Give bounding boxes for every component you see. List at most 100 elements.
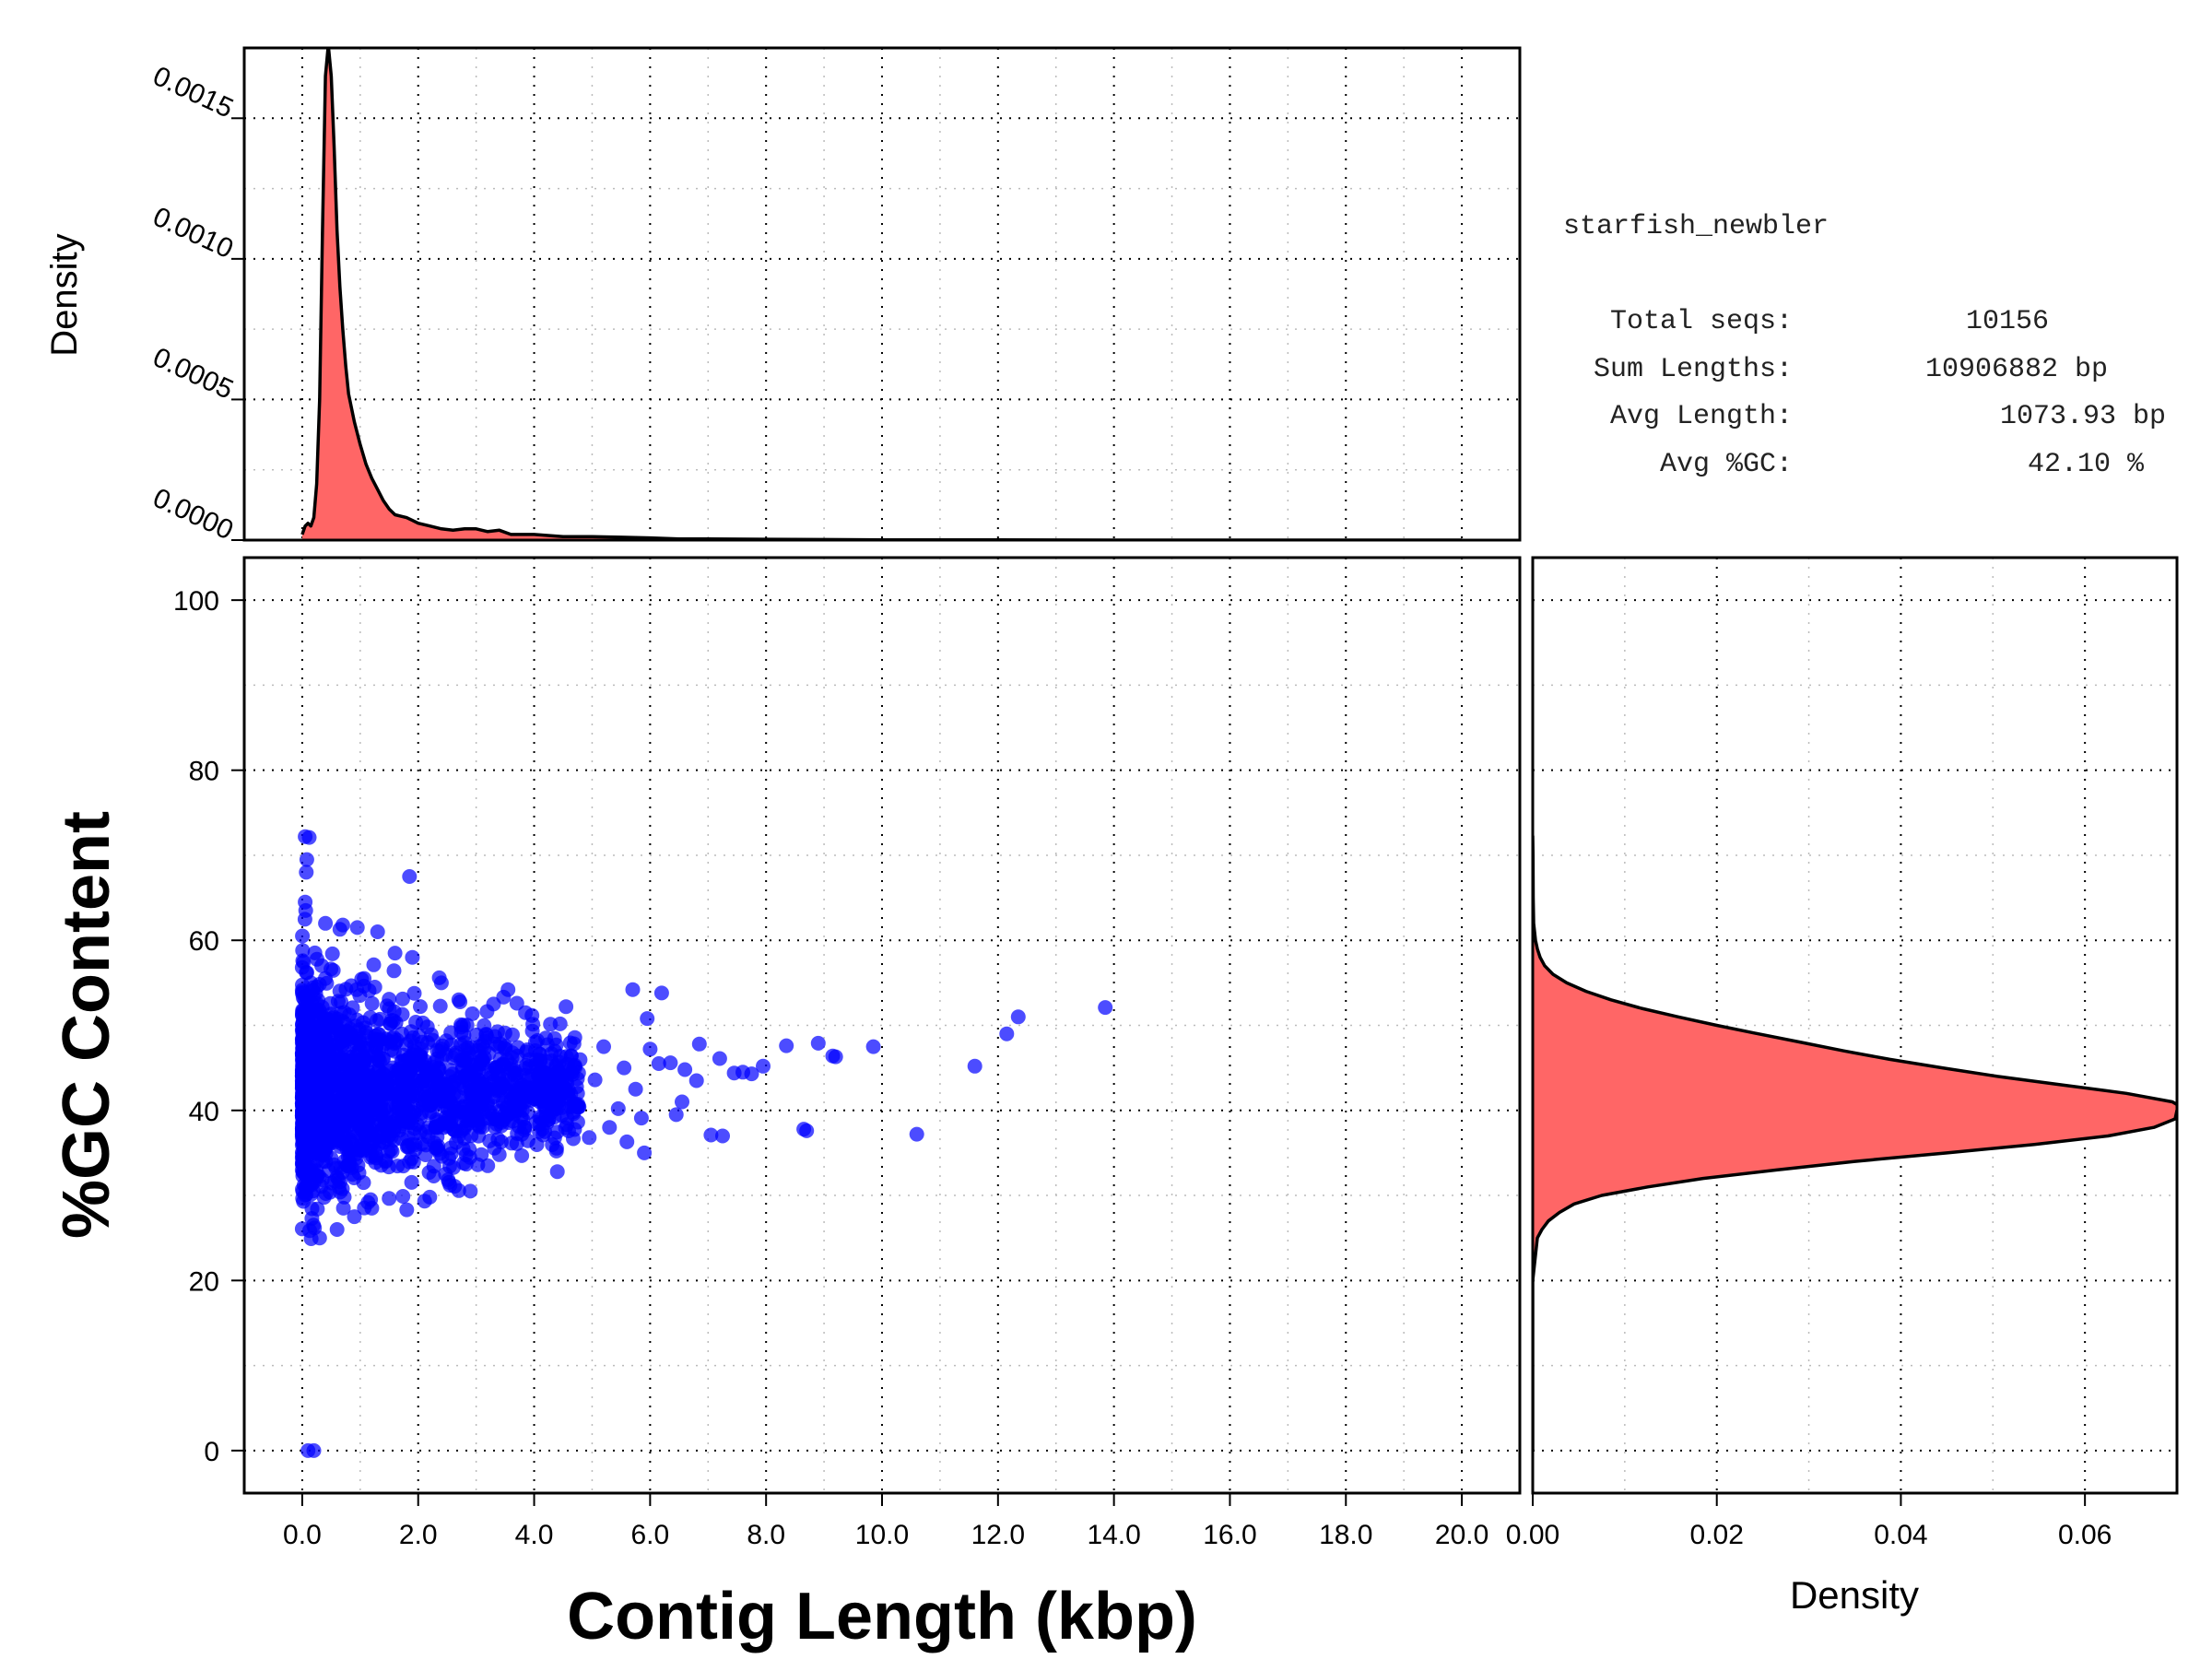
scatter-point	[319, 1053, 335, 1069]
scatter-point	[333, 1174, 347, 1190]
scatter-point	[668, 1107, 684, 1123]
scatter-point	[642, 1041, 658, 1057]
scatter-point	[359, 1074, 375, 1089]
scatter-point	[349, 1097, 364, 1112]
scatter-point	[527, 1077, 543, 1093]
top-y-tick-label: 0.0000	[148, 483, 238, 547]
y-tick-label: 60	[189, 926, 219, 957]
scatter-point	[715, 1128, 730, 1144]
length-density-fill	[301, 48, 1463, 540]
scatter-point	[451, 992, 466, 1007]
scatter-point	[505, 1027, 520, 1042]
scatter-point	[474, 1101, 489, 1117]
x-tick-label: 18.0	[1319, 1520, 1372, 1550]
gc-density-fill	[1533, 835, 2177, 1451]
scatter-point	[301, 1060, 317, 1076]
scatter-point	[653, 985, 669, 1001]
scatter-point	[413, 999, 428, 1015]
scatter-point	[335, 917, 350, 933]
scatter-point	[432, 998, 448, 1014]
scatter-point	[406, 1154, 421, 1170]
scatter-point	[319, 975, 335, 991]
scatter-point	[518, 1005, 534, 1020]
scatter-point	[314, 958, 330, 973]
scatter-point	[663, 1055, 678, 1071]
length-density-line	[300, 48, 1463, 540]
scatter-point	[570, 1086, 585, 1101]
scatter-point	[688, 1073, 704, 1088]
stat-value-total-seqs: 10156	[1966, 306, 2049, 337]
top-y-tick-label: 0.0005	[148, 342, 238, 406]
scatter-point	[301, 1038, 317, 1053]
scatter-point	[524, 1092, 539, 1108]
scatter-point	[351, 1029, 366, 1044]
scatter-point	[335, 1200, 351, 1216]
scatter-point	[544, 1104, 559, 1120]
scatter-point	[582, 1130, 597, 1146]
scatter-point	[394, 991, 410, 1006]
scatter-ylabel: %GC Content	[50, 811, 124, 1239]
scatter-xlabel: Contig Length (kbp)	[567, 1580, 1197, 1653]
scatter-point	[510, 1074, 525, 1088]
scatter-point	[390, 1159, 406, 1174]
scatter-point	[558, 1120, 573, 1135]
scatter-point	[509, 1135, 524, 1151]
scatter-point	[967, 1058, 982, 1074]
scatter-point	[424, 1104, 440, 1120]
scatter-point	[303, 1102, 319, 1118]
x-tick-label: 8.0	[747, 1520, 785, 1550]
right-x-tick-label: 0.06	[2058, 1520, 2112, 1550]
x-tick-label: 14.0	[1087, 1520, 1140, 1550]
right-x-tick-label: 0.04	[1874, 1520, 1927, 1550]
scatter-point	[548, 1143, 564, 1159]
scatter-point	[360, 1097, 376, 1112]
scatter-point	[538, 1030, 554, 1046]
scatter-point	[909, 1126, 924, 1142]
scatter-point	[514, 1147, 530, 1163]
scatter-point	[366, 957, 382, 972]
stat-label-sum-lengths: Sum Lengths:	[1594, 354, 1793, 385]
stat-value-avg-gc: 42.10 %	[2028, 449, 2145, 480]
scatter-point	[370, 924, 385, 939]
scatter-point	[446, 1122, 462, 1137]
scatter-point	[532, 1065, 547, 1080]
scatter-point	[493, 1118, 509, 1134]
scatter-point	[471, 1128, 487, 1144]
scatter-point	[355, 1117, 371, 1133]
scatter-point	[386, 963, 402, 979]
length-density-ylabel: Density	[44, 233, 85, 356]
scatter-point	[810, 1035, 826, 1051]
scatter-point	[513, 1110, 529, 1125]
scatter-point	[306, 1124, 322, 1140]
scatter-point	[395, 1189, 411, 1204]
scatter-point	[383, 1042, 399, 1057]
scatter-point	[547, 1130, 562, 1146]
scatter-point	[386, 1069, 402, 1085]
top-y-tick-label: 0.0010	[148, 202, 238, 265]
x-tick-label: 10.0	[855, 1520, 909, 1550]
scatter-point	[375, 1066, 391, 1082]
scatter-point	[587, 1072, 603, 1088]
scatter-point	[633, 1111, 649, 1126]
scatter-point	[422, 1189, 438, 1205]
scatter-point	[402, 869, 418, 884]
scatter-point	[471, 1060, 487, 1076]
scatter-point	[640, 1011, 655, 1027]
scatter-point	[465, 1006, 480, 1021]
scatter-point	[628, 1081, 643, 1097]
stat-value-avg-length: 1073.93 bp	[2000, 401, 2166, 432]
scatter-point	[465, 1088, 480, 1102]
scatter-point	[712, 1051, 727, 1066]
scatter-point	[382, 1191, 397, 1206]
scatter-point	[383, 1013, 399, 1029]
x-tick-label: 20.0	[1435, 1520, 1488, 1550]
scatter-point	[490, 1132, 506, 1147]
scatter-point	[463, 1183, 478, 1199]
scatter-point	[343, 1081, 359, 1097]
scatter-point	[419, 1019, 435, 1035]
scatter-point	[596, 1039, 611, 1054]
scatter-point	[865, 1039, 881, 1054]
stat-value-sum-lengths: 10906882 bp	[1925, 354, 2108, 385]
scatter-point	[303, 975, 319, 991]
